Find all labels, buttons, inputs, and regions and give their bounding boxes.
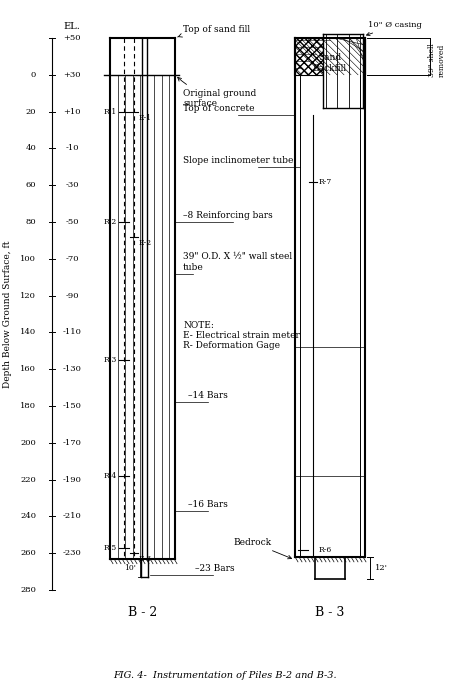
Text: 80: 80 (25, 218, 36, 226)
Text: +50: +50 (63, 34, 81, 42)
Text: R-6: R-6 (319, 546, 332, 553)
Text: R-3: R-3 (104, 356, 117, 364)
Text: -230: -230 (63, 549, 81, 557)
Text: EL.: EL. (63, 22, 81, 31)
Text: 12': 12' (375, 564, 388, 572)
Text: Slope inclinometer tube: Slope inclinometer tube (183, 156, 293, 165)
Text: -210: -210 (63, 512, 81, 521)
Text: 0: 0 (31, 71, 36, 79)
Text: -90: -90 (65, 292, 79, 300)
Text: R-2: R-2 (104, 218, 117, 226)
Bar (323, 34, 363, 108)
Text: 240: 240 (20, 512, 36, 521)
Text: 10': 10' (124, 564, 136, 572)
Text: E-3: E-3 (139, 555, 152, 563)
Text: -50: -50 (65, 218, 79, 226)
Text: E-1: E-1 (139, 113, 152, 122)
Text: Bedrock: Bedrock (233, 538, 292, 559)
Text: 220: 220 (20, 475, 36, 484)
Text: R-5: R-5 (104, 543, 117, 552)
Text: +10: +10 (63, 108, 81, 115)
Text: -170: -170 (63, 439, 81, 447)
Text: Sand
Backfill: Sand Backfill (313, 54, 347, 73)
Text: Depth Below Ground Surface, ft: Depth Below Ground Surface, ft (4, 240, 13, 388)
Text: -130: -130 (63, 365, 81, 373)
Bar (295, 38, 365, 75)
Text: 60: 60 (26, 181, 36, 189)
Text: 120: 120 (20, 292, 36, 300)
Text: –16 Bars: –16 Bars (188, 500, 228, 509)
Text: 200: 200 (20, 439, 36, 447)
Text: 180: 180 (20, 402, 36, 410)
Text: 40: 40 (25, 145, 36, 152)
Text: 140: 140 (20, 329, 36, 336)
Text: FIG. 4-  Instrumentation of Piles B-2 and B-3.: FIG. 4- Instrumentation of Piles B-2 and… (113, 671, 337, 680)
Text: 280: 280 (20, 586, 36, 594)
Text: 160: 160 (20, 365, 36, 373)
Text: E- Electrical strain meter: E- Electrical strain meter (183, 332, 300, 341)
Text: 20: 20 (26, 108, 36, 115)
Text: B - 3: B - 3 (315, 606, 345, 619)
Text: R-7: R-7 (319, 177, 332, 186)
Text: NOTE:: NOTE: (183, 321, 214, 330)
Text: –23 Bars: –23 Bars (195, 564, 234, 573)
Text: R- Deformation Gage: R- Deformation Gage (183, 341, 280, 350)
Text: 39" O.D. X ½" wall steel
tube: 39" O.D. X ½" wall steel tube (183, 252, 292, 272)
Text: 10" Ø casing: 10" Ø casing (366, 22, 422, 35)
Text: B - 2: B - 2 (128, 606, 157, 619)
Text: 39" shell
removed: 39" shell removed (428, 43, 446, 77)
Text: –14 Bars: –14 Bars (188, 391, 228, 400)
Text: -70: -70 (65, 255, 79, 263)
Text: -110: -110 (63, 329, 81, 336)
Text: –8 Reinforcing bars: –8 Reinforcing bars (183, 211, 273, 220)
Bar (295, 38, 365, 75)
Text: +30: +30 (63, 71, 81, 79)
Text: -30: -30 (65, 181, 79, 189)
Text: R-1: R-1 (104, 108, 117, 115)
Text: -10: -10 (65, 145, 79, 152)
Text: Original ground
surface: Original ground surface (178, 77, 256, 108)
Text: -150: -150 (63, 402, 81, 410)
Text: Top of concrete: Top of concrete (183, 104, 255, 113)
Text: E-2: E-2 (139, 238, 152, 247)
Text: Top of sand fill: Top of sand fill (178, 26, 250, 37)
Text: R-4: R-4 (104, 472, 117, 480)
Text: 260: 260 (20, 549, 36, 557)
Text: -190: -190 (63, 475, 81, 484)
Text: 100: 100 (20, 255, 36, 263)
